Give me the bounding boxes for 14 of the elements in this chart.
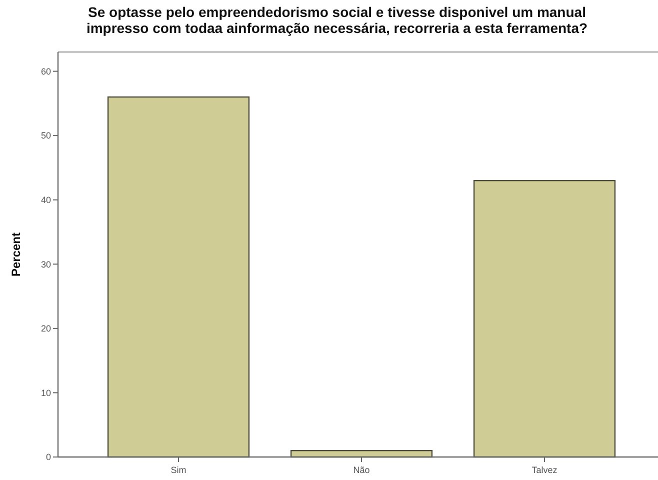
y-tick-label: 20 bbox=[40, 324, 51, 334]
y-tick-label: 60 bbox=[40, 66, 51, 76]
y-tick-label: 0 bbox=[46, 452, 51, 462]
y-tick-label: 50 bbox=[40, 130, 51, 141]
bar bbox=[473, 180, 616, 458]
chart-title: Se optasse pelo empreendedorismo social e tivesse disponivel um manual impresso com todaa ainformação necessária, recorreria a esta ferramenta? bbox=[86, 4, 588, 36]
y-tick-label: 10 bbox=[40, 388, 51, 398]
x-tick-label: Sim bbox=[170, 465, 186, 475]
x-tick-label: Não bbox=[353, 465, 370, 475]
bar bbox=[107, 96, 250, 458]
x-tick-label: Talvez bbox=[532, 465, 558, 475]
y-tick-label: 40 bbox=[40, 195, 51, 206]
y-tick-label: 30 bbox=[40, 259, 51, 270]
y-axis-title: Percent bbox=[9, 232, 23, 277]
